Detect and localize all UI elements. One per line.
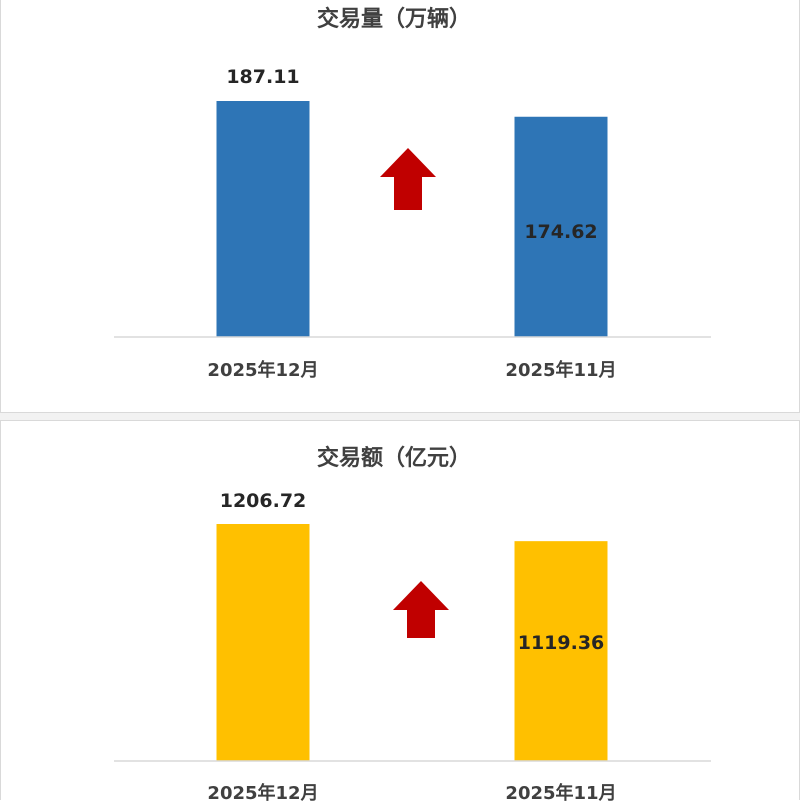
x-tick-label: 2025年12月 <box>207 359 318 381</box>
panel-divider <box>0 413 800 420</box>
x-tick-label: 2025年11月 <box>505 782 616 801</box>
chart-amount: 交易额（亿元） 1206.72 1119.36 2025年12月 2025年11… <box>114 445 711 801</box>
bar <box>514 116 608 338</box>
increase-arrow-icon <box>380 148 436 210</box>
increase-arrow-icon <box>393 581 449 638</box>
data-label: 187.11 <box>226 66 299 88</box>
chart-title: 交易额（亿元） <box>317 445 471 471</box>
bar <box>216 101 310 337</box>
chart-panel-amount: 交易额（亿元） 1206.72 1119.36 2025年12月 2025年11… <box>0 420 800 801</box>
data-label: 1206.72 <box>220 490 307 512</box>
x-tick-label: 2025年12月 <box>207 782 318 801</box>
data-label: 1119.36 <box>518 632 605 654</box>
bar <box>514 541 608 761</box>
chart-panel-volume: 交易量（万辆） 187.11 174.62 2025年12月 2025年11月 <box>0 0 800 413</box>
chart-title: 交易量（万辆） <box>317 6 471 32</box>
bar <box>216 524 310 761</box>
data-label: 174.62 <box>524 221 597 243</box>
chart-volume: 交易量（万辆） 187.11 174.62 2025年12月 2025年11月 <box>114 6 711 381</box>
x-tick-label: 2025年11月 <box>505 359 616 381</box>
